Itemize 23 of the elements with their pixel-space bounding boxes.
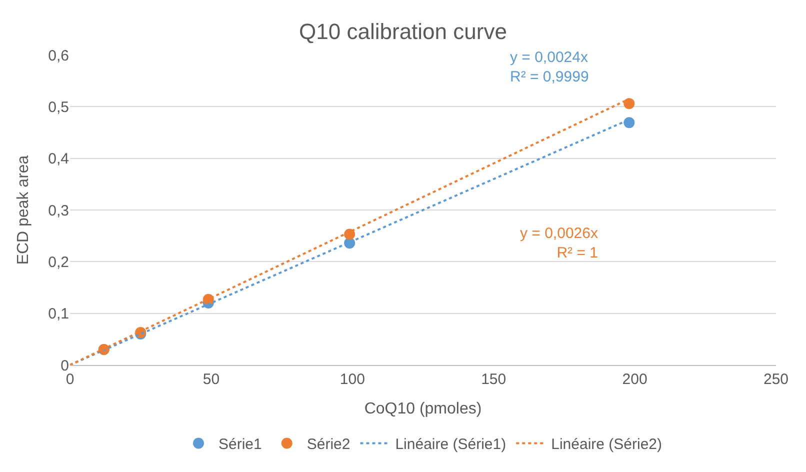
y-tick-label: 0,4 (48, 150, 69, 168)
point (624, 98, 635, 110)
x-tick-label: 250 (763, 371, 789, 388)
y-tick-label: 0,5 (48, 98, 69, 116)
annotation: y = 0,0024x R² = 0,9999 (510, 49, 589, 86)
x-tick-label: 150 (481, 371, 506, 388)
y-tick-label: 0,3 (48, 202, 69, 220)
x-tick-label: 100 (340, 371, 365, 388)
x-axis-title: CoQ10 (pmoles) (364, 400, 482, 418)
y-tick-label: 0,2 (48, 254, 69, 271)
legend-label: Linéaire (Série1) (395, 436, 506, 454)
y-axis-title: ECD peak area (15, 155, 32, 265)
y-tick-label: 0 (60, 357, 69, 374)
legend-label: Linéaire (Série2) (551, 436, 662, 454)
legend-label: Série1 (218, 436, 262, 454)
x-tick-label: 50 (202, 371, 220, 388)
legend-label: Série2 (306, 436, 350, 454)
chart-title: Q10 calibration curve (299, 19, 507, 44)
x-tick-label: 200 (622, 371, 648, 388)
point (624, 117, 635, 128)
annotation: y = 0,0026x R² = 1 (520, 225, 598, 262)
y-tick-label: 0,6 (48, 47, 69, 64)
y-tick-label: 0,1 (48, 306, 69, 323)
